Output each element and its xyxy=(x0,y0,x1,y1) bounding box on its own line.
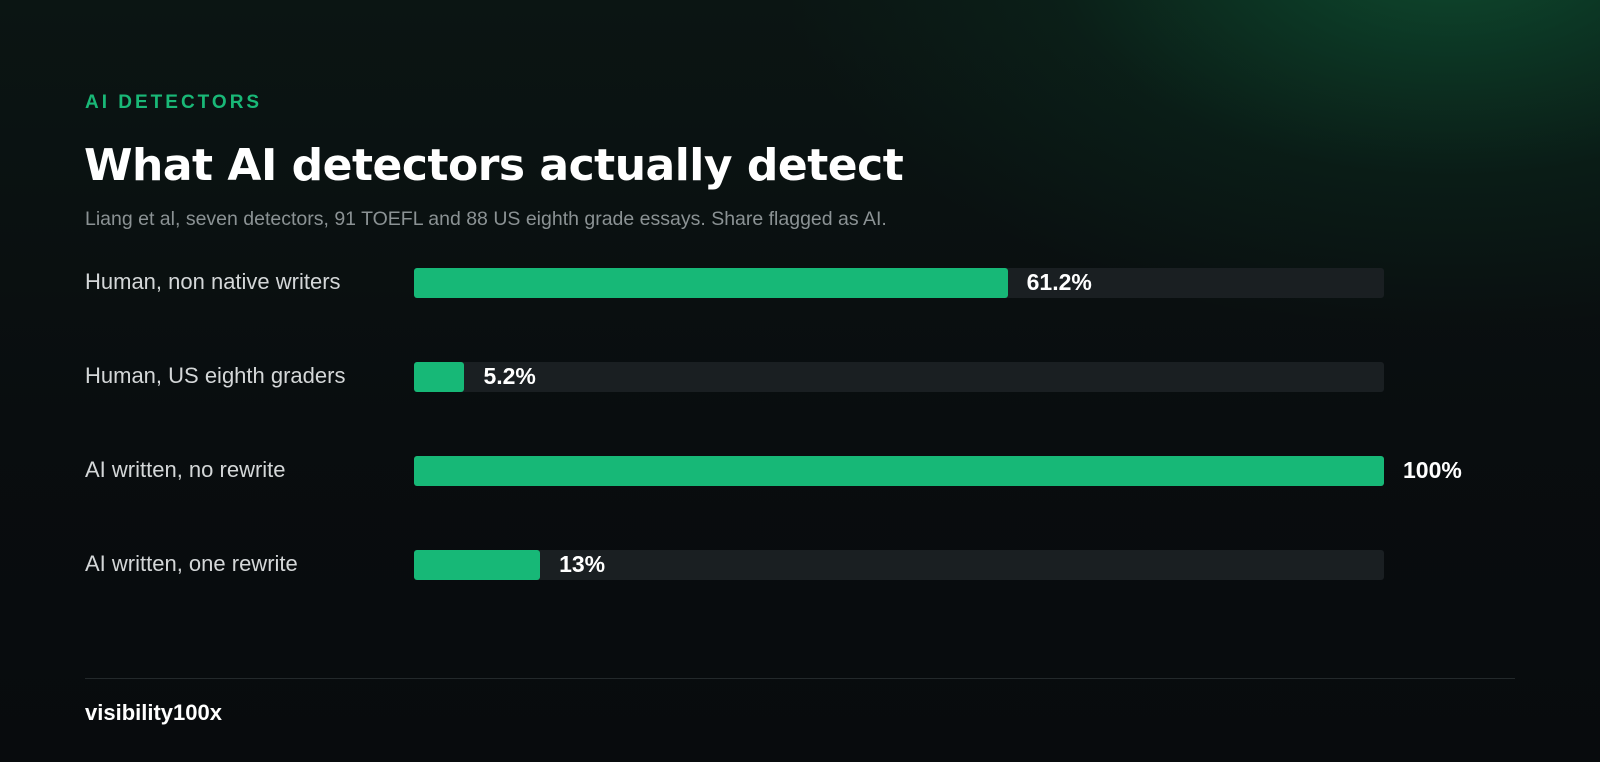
eyebrow-label: AI DETECTORS xyxy=(85,92,263,113)
chart-title: What AI detectors actually detect xyxy=(84,140,904,191)
value-label: 100% xyxy=(1403,457,1462,483)
value-label: 5.2% xyxy=(483,363,536,389)
category-label: Human, non native writers xyxy=(85,269,341,294)
bar-track xyxy=(414,362,1384,392)
bar xyxy=(414,362,465,392)
bar xyxy=(414,456,1384,486)
bar xyxy=(414,268,1008,298)
bar xyxy=(414,550,541,580)
value-label: 61.2% xyxy=(1026,269,1092,295)
bar-track xyxy=(414,550,1384,580)
footer-divider xyxy=(85,678,1515,679)
category-label: Human, US eighth graders xyxy=(85,363,346,388)
value-label: 13% xyxy=(559,551,606,577)
category-label: AI written, no rewrite xyxy=(85,457,286,482)
category-label: AI written, one rewrite xyxy=(85,551,298,576)
chart-subtitle: Liang et al, seven detectors, 91 TOEFL a… xyxy=(85,208,887,230)
brand-logo-text: visibility100x xyxy=(85,700,222,725)
